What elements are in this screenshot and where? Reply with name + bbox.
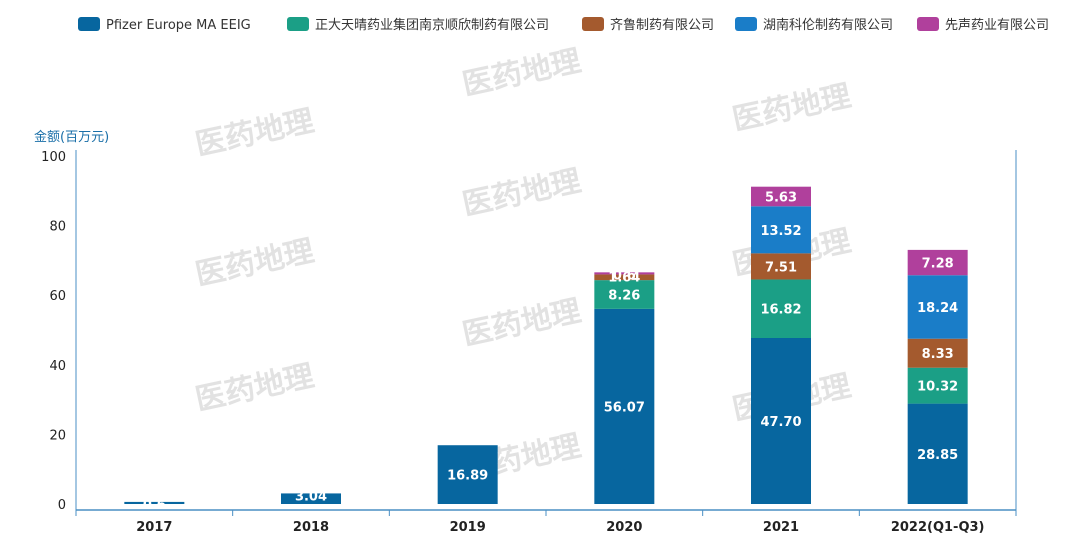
x-tick-label: 2020 <box>606 520 642 535</box>
legend-swatch <box>78 17 100 31</box>
bar-value-label: 3.04 <box>295 489 327 504</box>
bars-layer <box>124 186 968 504</box>
bar-segment[interactable] <box>907 403 968 504</box>
watermark-text: 医药地理 <box>459 164 584 223</box>
bar-value-label: 7.28 <box>922 257 954 272</box>
bar-segment[interactable] <box>281 493 341 504</box>
legend-label: 齐鲁制药有限公司 <box>610 17 714 33</box>
y-axis-title: 金额(百万元) <box>34 129 109 145</box>
y-tick-label: 80 <box>49 220 66 235</box>
bar-value-label: 8.26 <box>608 289 640 304</box>
legend-swatch <box>917 17 939 31</box>
watermark-text: 医药地理 <box>192 234 317 293</box>
bar-segment[interactable] <box>594 272 655 275</box>
x-tick-label: 2019 <box>450 520 486 535</box>
watermark-text: 医药地理 <box>459 294 584 353</box>
legend-item[interactable]: 正大天晴药业集团南京顺欣制药有限公司 <box>287 17 549 33</box>
legend-item[interactable]: 湖南科伦制药有限公司 <box>735 17 893 33</box>
bar-segment[interactable] <box>594 274 655 281</box>
legend-label: 正大天晴药业集团南京顺欣制药有限公司 <box>315 17 549 33</box>
bar-segment[interactable] <box>594 308 655 504</box>
bar-value-label: 0.6 <box>613 268 636 283</box>
legend-item[interactable]: 先声药业有限公司 <box>917 17 1049 33</box>
legend-swatch <box>582 17 604 31</box>
bar-value-label: 28.85 <box>917 448 958 463</box>
bar-value-label: 56.07 <box>604 400 645 415</box>
legend-item[interactable]: 齐鲁制药有限公司 <box>582 17 714 33</box>
bar-segment[interactable] <box>594 280 655 309</box>
bar-segment[interactable] <box>751 206 811 254</box>
bar-value-label: 7.51 <box>765 260 797 275</box>
bar-segment[interactable] <box>751 253 811 280</box>
legend-label: Pfizer Europe MA EEIG <box>106 18 251 33</box>
y-tick-label: 0 <box>58 498 66 513</box>
bar-value-label: 1.64 <box>608 270 640 285</box>
legend-swatch <box>735 17 757 31</box>
bar-value-label: 16.82 <box>760 303 801 318</box>
legend-label: 先声药业有限公司 <box>945 18 1049 33</box>
watermark-text: 医药地理 <box>459 44 584 103</box>
bar-segment[interactable] <box>907 249 968 276</box>
x-tick-label: 2017 <box>136 520 172 535</box>
axes: 0 20 40 60 80 100 2017 2018 2019 2020 2021 2022(Q1-… <box>41 150 1017 535</box>
bar-segment[interactable] <box>907 367 968 404</box>
bar-segment[interactable] <box>751 279 811 339</box>
bar-segment[interactable] <box>907 338 968 368</box>
bar-segment[interactable] <box>907 275 968 339</box>
bar-segment[interactable] <box>437 445 498 504</box>
bar-value-label: 0.6 <box>143 498 166 513</box>
bar-segment[interactable] <box>124 501 185 504</box>
bar-labels-layer: 0.63.0416.8956.078.261.640.647.7016.827.… <box>143 190 958 512</box>
bar-value-label: 5.63 <box>765 190 797 205</box>
legend-item[interactable]: Pfizer Europe MA EEIG <box>78 17 251 33</box>
watermark-text: 医药地理 <box>192 359 317 418</box>
bar-segment[interactable] <box>751 338 811 504</box>
bar-value-label: 10.32 <box>917 380 958 395</box>
x-tick-label: 2018 <box>293 520 329 535</box>
watermark-text: 医药地理 <box>729 79 854 138</box>
watermark-text: 医药地理 <box>192 104 317 163</box>
legend-swatch <box>287 17 309 31</box>
bar-value-label: 8.33 <box>922 347 954 362</box>
y-tick-label: 100 <box>41 150 66 165</box>
y-tick-label: 20 <box>49 428 66 443</box>
y-tick-label: 60 <box>49 289 66 304</box>
y-tick-label: 40 <box>49 359 66 374</box>
x-tick-label: 2022(Q1-Q3) <box>891 520 985 535</box>
legend: Pfizer Europe MA EEIG 正大天晴药业集团南京顺欣制药有限公司 齐… <box>78 17 1049 33</box>
bar-value-label: 18.24 <box>917 301 958 316</box>
bar-value-label: 13.52 <box>760 224 801 239</box>
bar-segment[interactable] <box>751 186 811 207</box>
x-tick-label: 2021 <box>763 520 799 535</box>
bar-value-label: 16.89 <box>447 469 488 484</box>
legend-label: 湖南科伦制药有限公司 <box>763 17 893 33</box>
bar-value-label: 47.70 <box>760 415 801 430</box>
